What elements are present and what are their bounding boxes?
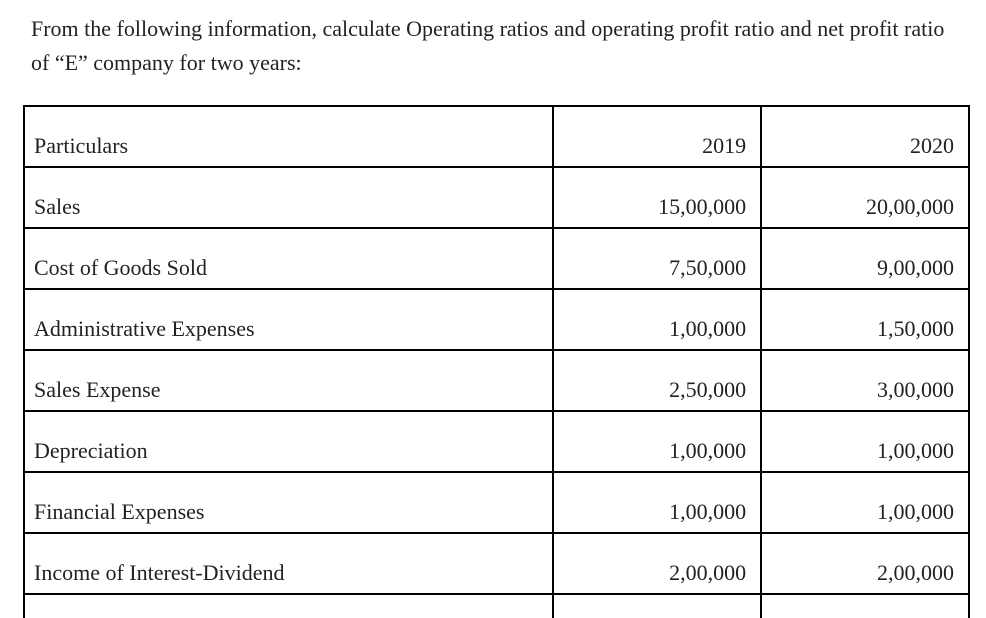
column-header-particulars: Particulars [22,105,555,168]
table-row-sales-expense: Sales Expense 2,50,000 3,00,000 [22,349,970,412]
value-2020: 1,00,000 [760,471,970,534]
value-2020: 50,000 [760,593,970,618]
value-2020: 9,00,000 [760,227,970,290]
value-2019: 1,00,000 [552,288,763,351]
particular-label: Income of Interest-Dividend [22,532,555,595]
particular-label: Administrative Expenses [22,288,555,351]
value-2019: 1,00,000 [552,471,763,534]
value-2019: 50,000 [552,593,763,618]
table-row-sales: Sales 15,00,000 20,00,000 [22,166,970,229]
table-row-administrative-expenses: Administrative Expenses 1,00,000 1,50,00… [22,288,970,351]
particular-label: Cost of Goods Sold [22,227,555,290]
column-header-2020: 2020 [760,105,970,168]
table-row-depreciation: Depreciation 1,00,000 1,00,000 [22,410,970,473]
table-row-income-of-interest-dividend: Income of Interest-Dividend 2,00,000 2,0… [22,532,970,595]
particular-label: Sales Expense [22,349,555,412]
value-2020: 20,00,000 [760,166,970,229]
value-2020: 1,50,000 [760,288,970,351]
particular-label: Depreciation [22,410,555,473]
value-2019: 2,50,000 [552,349,763,412]
value-2020: 2,00,000 [760,532,970,595]
value-2019: 7,50,000 [552,227,763,290]
problem-statement: From the following information, calculat… [31,16,945,75]
table-header-row: Particulars 2019 2020 [22,105,970,168]
particular-label: Financial Expenses [22,471,555,534]
value-2019: 2,00,000 [552,532,763,595]
value-2019: 1,00,000 [552,410,763,473]
value-2020: 1,00,000 [760,410,970,473]
table-row-other-expense-non-operating: Other expense (Non-Operating) 50,000 50,… [22,593,970,618]
financial-data-table: Particulars 2019 2020 Sales 15,00,000 20… [22,105,970,618]
table-row-cost-of-goods-sold: Cost of Goods Sold 7,50,000 9,00,000 [22,227,970,290]
value-2020: 3,00,000 [760,349,970,412]
particular-label: Sales [22,166,555,229]
value-2019: 15,00,000 [552,166,763,229]
table-row-financial-expenses: Financial Expenses 1,00,000 1,00,000 [22,471,970,534]
table-body: Sales 15,00,000 20,00,000 Cost of Goods … [22,166,970,618]
particular-label: Other expense (Non-Operating) [22,593,555,618]
column-header-2019: 2019 [552,105,763,168]
